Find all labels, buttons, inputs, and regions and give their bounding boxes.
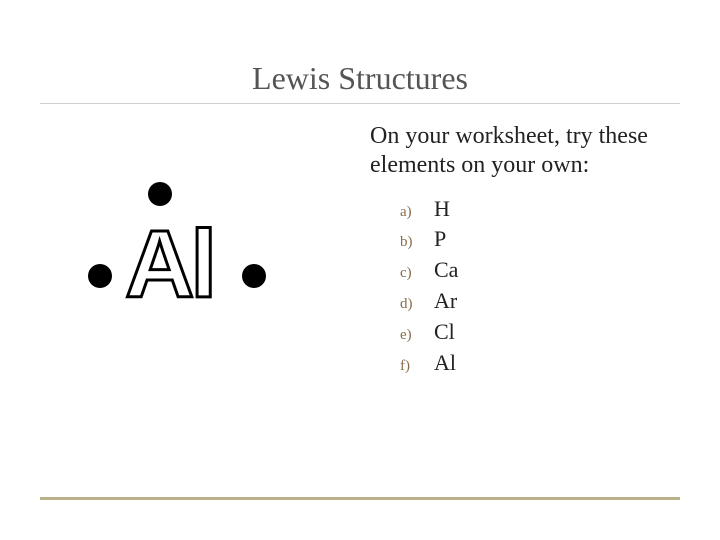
electron-dot-icon: [88, 264, 112, 288]
instruction-panel: On your worksheet, try these elements on…: [360, 122, 680, 422]
list-item: c) Ca: [400, 255, 680, 286]
footer-divider: [40, 497, 680, 500]
list-marker: d): [400, 294, 434, 315]
list-label: H: [434, 194, 450, 225]
electron-dot-icon: [148, 182, 172, 206]
list-item: a) H: [400, 194, 680, 225]
title-underline: [40, 103, 680, 104]
electron-dot-icon: [242, 264, 266, 288]
list-label: Cl: [434, 317, 455, 348]
list-item: b) P: [400, 224, 680, 255]
list-item: d) Ar: [400, 286, 680, 317]
list-marker: f): [400, 356, 434, 377]
element-list: a) H b) P c) Ca d) Ar e) Cl: [400, 194, 680, 379]
page-title: Lewis Structures: [40, 60, 680, 97]
list-marker: a): [400, 202, 434, 223]
list-label: Ar: [434, 286, 457, 317]
slide: Lewis Structures Al On your worksheet, t…: [0, 0, 720, 540]
instruction-text: On your worksheet, try these elements on…: [370, 122, 680, 180]
element-symbol: Al: [125, 217, 213, 313]
list-marker: b): [400, 232, 434, 253]
list-label: Ca: [434, 255, 458, 286]
list-item: f) Al: [400, 348, 680, 379]
list-label: P: [434, 224, 446, 255]
list-item: e) Cl: [400, 317, 680, 348]
title-block: Lewis Structures: [40, 60, 680, 104]
list-label: Al: [434, 348, 456, 379]
content-row: Al On your worksheet, try these elements…: [40, 122, 680, 422]
list-marker: c): [400, 263, 434, 284]
list-marker: e): [400, 325, 434, 346]
lewis-panel: Al: [40, 122, 360, 422]
lewis-structure: Al: [70, 162, 330, 382]
